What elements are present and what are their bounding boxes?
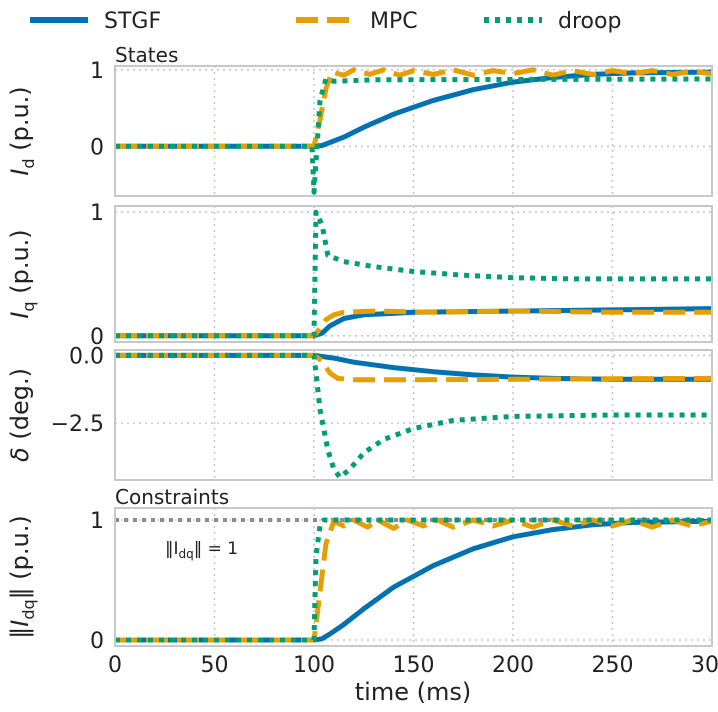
section-title-id: States (115, 43, 178, 67)
y-tick-label: 0 (90, 629, 104, 654)
x-tick-label: 100 (293, 653, 335, 678)
panel-iq: 0 1 Iq (p.u.) (6, 201, 713, 350)
y-axis-title-iq: Iq (p.u.) (6, 229, 38, 318)
x-tick-label: 50 (201, 653, 229, 678)
x-tick-label: 200 (492, 653, 534, 678)
panels: 0 1 Id (p.u.) States 0 1 Iq (p.u.) 0.0 −2.5 δ (de… (6, 43, 718, 678)
x-tick-label: 250 (592, 653, 634, 678)
series-stgf-id (115, 69, 712, 149)
y-tick-label: 1 (90, 509, 104, 534)
series-droop-id (115, 76, 712, 195)
y-axis-title-delta: δ (deg.) (6, 368, 34, 462)
y-tick-label: 0.0 (69, 344, 104, 369)
panel-frame (114, 349, 713, 481)
series-mpc-idq (115, 517, 712, 643)
legend-entry-droop: droop (484, 9, 621, 34)
y-tick-label: −2.5 (51, 412, 104, 437)
y-tick-label: 1 (90, 201, 104, 226)
legend-label: droop (558, 9, 621, 34)
panel-id: 0 1 Id (p.u.) States (6, 43, 713, 197)
y-axis-title-id: Id (p.u.) (6, 86, 38, 175)
legend-entry-mpc: MPC (296, 9, 418, 34)
section-title-idq: Constraints (115, 485, 229, 509)
series-mpc-delta (115, 352, 712, 383)
x-axis-title: time (ms) (355, 678, 471, 706)
panel-frame (114, 205, 713, 343)
series-mpc-iq (115, 308, 712, 339)
series-mpc-id (115, 67, 712, 149)
panel-idq: ‖Idq‖ = 1 0 1 ‖Idq‖ (p.u.) Constraints 0 50 100… (6, 485, 718, 678)
x-tick-label: 300 (691, 653, 718, 678)
legend: STGF MPC droop (30, 9, 621, 34)
y-tick-label: 0 (90, 325, 104, 350)
x-tick-label: 150 (393, 653, 435, 678)
y-tick-label: 0 (90, 135, 104, 160)
y-tick-label: 1 (90, 59, 104, 84)
y-axis-title-idq: ‖Idq‖ (p.u.) (6, 515, 38, 638)
panel-delta: 0.0 −2.5 δ (deg.) (6, 344, 713, 481)
legend-label: STGF (104, 9, 161, 34)
legend-label: MPC (370, 9, 418, 34)
constraint-label: ‖Idq‖ = 1 (165, 539, 238, 561)
series-droop-iq (115, 209, 712, 339)
series-stgf-idq (115, 518, 712, 643)
x-tick-label: 0 (108, 653, 122, 678)
legend-entry-stgf: STGF (30, 9, 161, 34)
panel-frame (114, 507, 713, 647)
panel-frame (114, 65, 713, 197)
series-droop-idq (115, 517, 712, 643)
